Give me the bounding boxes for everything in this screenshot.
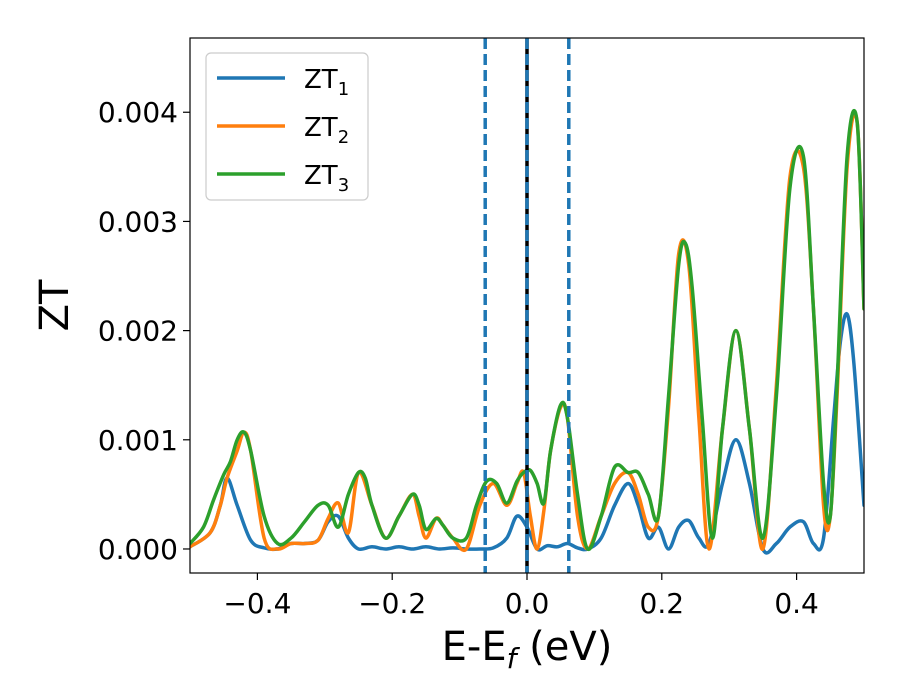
legend-label-zt3: ZT3 [304, 161, 349, 196]
legend-label-zt2: ZT2 [304, 113, 349, 148]
y-tick-label: 0.001 [98, 424, 178, 457]
axes: −0.4 −0.2 0.0 0.2 0.4 0.000 0.001 0.002 0.003 0.0… [32, 37, 865, 675]
legend: ZT1 ZT2 ZT3 [205, 52, 369, 201]
legend-box [205, 52, 369, 201]
plot-content [190, 38, 864, 573]
plot-area [190, 38, 864, 573]
x-axis-title: E-Ef (eV) [442, 624, 613, 675]
x-tick-label: 0.0 [505, 587, 550, 620]
y-tick-label: 0.004 [98, 96, 178, 129]
x-tick-label: 0.4 [774, 587, 819, 620]
x-tick-label: −0.2 [358, 587, 426, 620]
x-tick-label: −0.4 [223, 587, 291, 620]
y-axis-title: ZT [32, 279, 78, 331]
y-tick-label: 0.002 [98, 315, 178, 348]
y-tick-label: 0.003 [98, 205, 178, 238]
series-line-zt3 [190, 108, 864, 551]
legend-label-zt1: ZT1 [304, 65, 349, 100]
x-tick-label: 0.2 [640, 587, 685, 620]
y-tick-label: 0.000 [98, 533, 178, 566]
